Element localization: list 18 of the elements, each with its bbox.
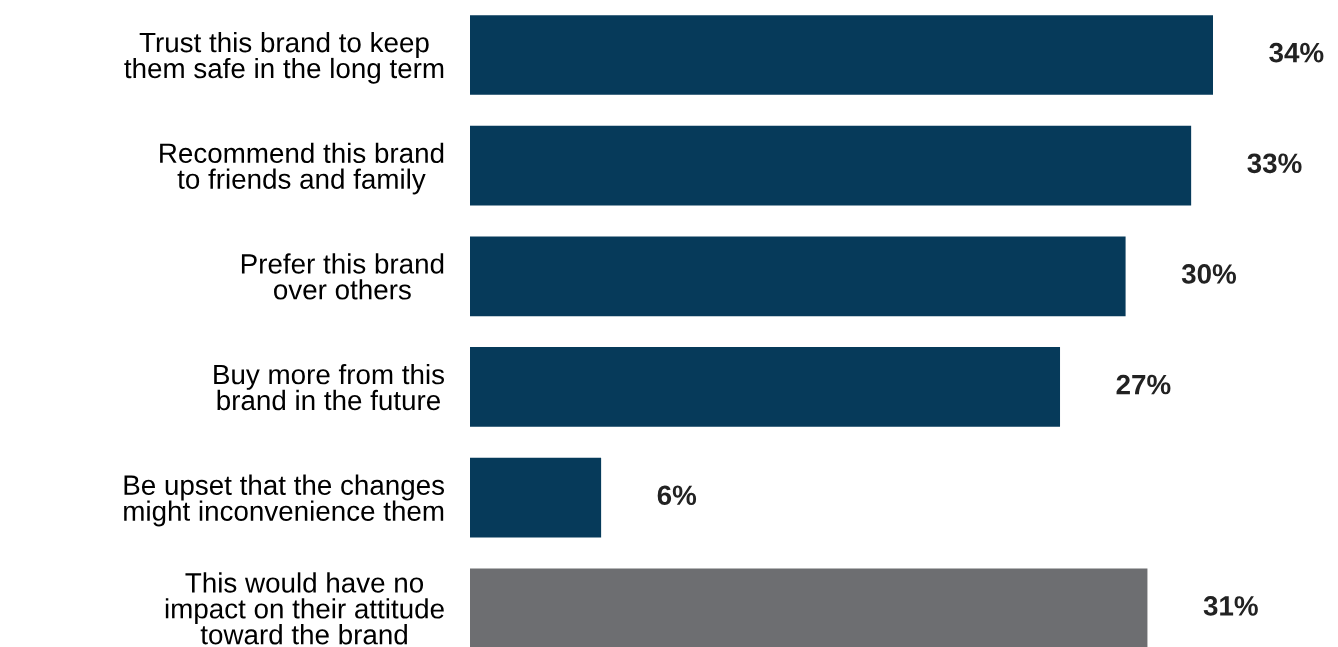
data-label: 31% (1203, 596, 1258, 616)
bar (470, 125, 1192, 206)
y-tick-label: Recommend this brand to friends and family (160, 142, 444, 195)
bar (470, 15, 1213, 95)
y-tick-label: Trust this brand to keep them safe in the long term (124, 31, 444, 84)
bar (470, 347, 1061, 427)
y-tick-label: Buy more from this brand in the future (214, 363, 445, 411)
data-label: 34% (1269, 42, 1324, 63)
y-tick-label: Be upset that the changes might inconvenience them (124, 474, 445, 527)
y-tick-label: Prefer this brand over others (241, 253, 444, 300)
data-label: 27% (1116, 374, 1171, 395)
bar (470, 568, 1148, 647)
data-label: 30% (1181, 264, 1237, 284)
y-tick-label: This would have no impact on their attitude toward the brand (165, 572, 444, 645)
bar (470, 457, 602, 538)
bar (470, 236, 1126, 317)
data-label: 6% (657, 485, 697, 506)
data-label: 33% (1247, 153, 1302, 174)
